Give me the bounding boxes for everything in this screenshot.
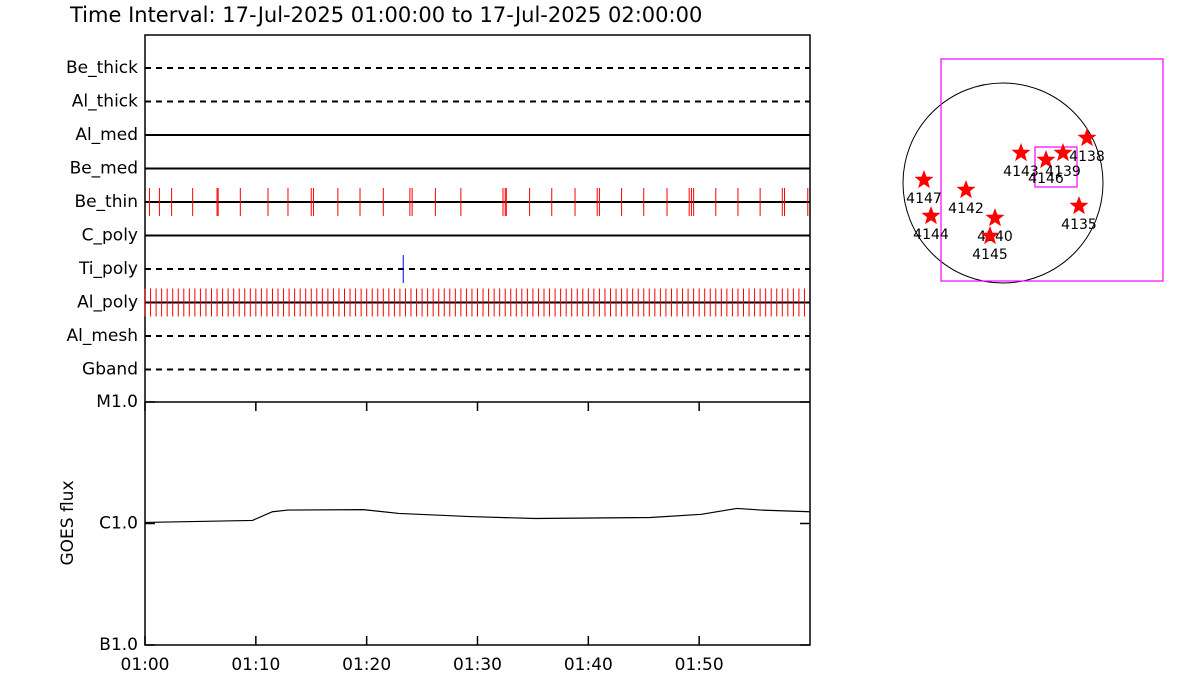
region-label: 4142 — [948, 201, 984, 217]
x-tick-label: 01:10 — [231, 655, 280, 675]
row-label: Be_thick — [66, 58, 138, 78]
chart-title: Time Interval: 17-Jul-2025 01:00:00 to 1… — [69, 3, 702, 27]
row-label: Gband — [82, 360, 138, 380]
region-label: 4144 — [913, 227, 949, 243]
region-star — [921, 206, 941, 225]
row-label: Al_thick — [72, 92, 138, 112]
region-label: 4147 — [906, 191, 942, 207]
region-label: 4138 — [1069, 149, 1105, 165]
region-star — [985, 208, 1005, 227]
row-label: C_poly — [82, 226, 138, 246]
region-star — [914, 170, 934, 189]
fov-box — [1034, 146, 1078, 188]
region-label: 4145 — [972, 247, 1008, 263]
region-star — [1011, 143, 1031, 162]
y-tick-label: B1.0 — [99, 635, 138, 655]
x-tick-label: 01:40 — [564, 655, 613, 675]
region-label: 4143 — [1003, 164, 1039, 180]
region-star — [1036, 150, 1056, 169]
row-label: Ti_poly — [78, 259, 138, 279]
region-label: 4139 — [1045, 164, 1081, 180]
row-label: Al_poly — [77, 293, 138, 313]
x-tick-label: 01:20 — [342, 655, 391, 675]
x-tick-label: 01:30 — [453, 655, 502, 675]
region-star — [956, 180, 976, 199]
region-star — [1053, 143, 1073, 162]
y-tick-label: C1.0 — [99, 514, 138, 534]
x-tick-label: 01:00 — [121, 655, 170, 675]
region-label: 4146 — [1028, 171, 1064, 187]
y-tick-label: M1.0 — [96, 392, 138, 412]
row-label: Al_mesh — [66, 326, 138, 346]
region-label: 4135 — [1061, 217, 1097, 233]
fov-box — [940, 58, 1164, 282]
row-label: Be_med — [70, 159, 138, 179]
region-star — [1077, 128, 1097, 147]
region-star — [1069, 196, 1089, 215]
flux-line — [144, 507, 811, 524]
row-label: Be_thin — [74, 192, 138, 212]
row-label: Al_med — [75, 125, 138, 145]
x-tick-label: 01:50 — [675, 655, 724, 675]
y-axis-title: GOES flux — [58, 480, 78, 565]
region-star — [980, 226, 1000, 245]
solar-disk — [902, 82, 1104, 284]
